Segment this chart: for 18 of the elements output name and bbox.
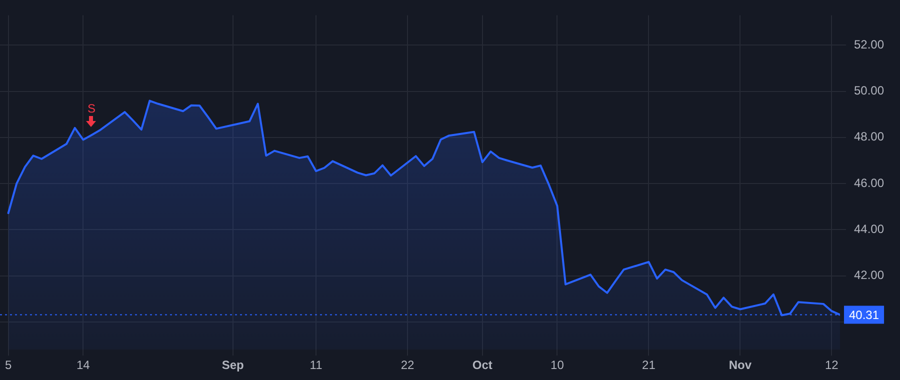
x-tick-label: Sep [222,358,244,372]
y-tick-label: 44.00 [854,222,884,236]
x-tick-label: Oct [472,358,492,372]
x-tick-label: 14 [76,358,90,372]
y-tick-label: 52.00 [854,37,884,52]
y-tick-label: 46.00 [854,176,884,190]
x-tick-label: 5 [4,358,12,372]
x-tick-label: 21 [642,358,656,372]
ref-line-label: 40.31 [849,308,880,322]
x-tick-label: Nov [728,358,752,372]
y-tick-label: 42.00 [854,268,884,282]
annotation: S [87,101,96,116]
y-tick-label: 48.00 [854,130,884,144]
x-tick-label: 12 [825,358,839,372]
y-tick-label: 50.00 [854,84,884,98]
x-tick-label: 11 [310,358,323,372]
x-tick-label: 10 [550,358,564,372]
x-tick-label: 22 [400,358,415,372]
